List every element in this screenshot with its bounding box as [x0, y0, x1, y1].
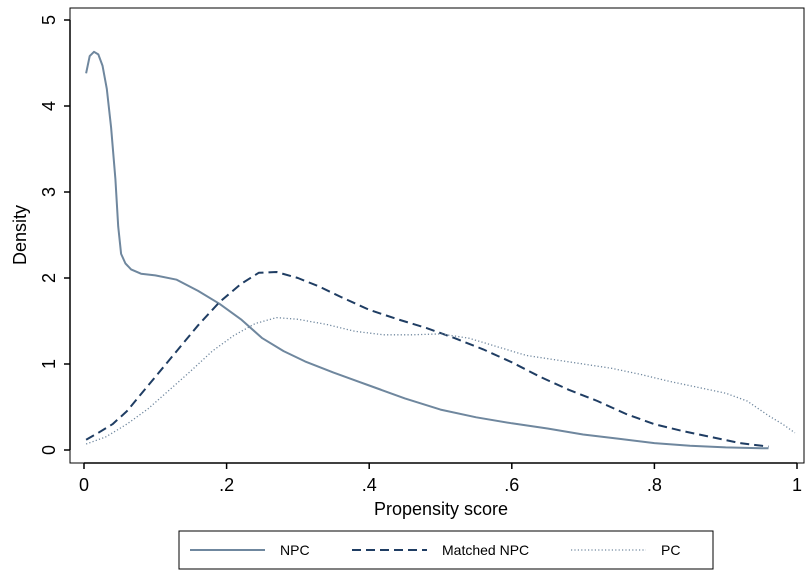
x-axis-title: Propensity score: [374, 499, 508, 519]
y-tick-label: 2: [39, 273, 59, 283]
y-tick-label: 1: [39, 359, 59, 369]
y-tick-label: 3: [39, 187, 59, 197]
x-tick-label: .8: [647, 475, 662, 495]
y-tick-label: 5: [39, 15, 59, 25]
series-layer: [85, 50, 796, 450]
x-tick-label: .2: [219, 475, 234, 495]
x-tick-label: 1: [792, 475, 802, 495]
y-tick-label: 0: [39, 445, 59, 455]
x-tick-label: .6: [504, 475, 519, 495]
x-tick-label: .4: [362, 475, 377, 495]
legend-label-npc: NPC: [280, 542, 310, 558]
series-line-npc: [85, 50, 769, 450]
x-axis: 0 .2 .4 .6 .8 1: [79, 462, 802, 495]
y-tick-label: 4: [39, 101, 59, 111]
legend-box: [178, 530, 714, 570]
x-tick-label: 0: [79, 475, 89, 495]
plot-area: [69, 7, 805, 464]
legend-label-matched-npc: Matched NPC: [442, 542, 529, 558]
y-axis-title: Density: [10, 205, 30, 265]
y-axis: 0 1 2 3 4 5: [39, 15, 71, 455]
legend-label-pc: PC: [661, 542, 680, 558]
legend: NPC Matched NPC PC: [178, 530, 714, 570]
series-line-matched-npc: [85, 271, 769, 448]
